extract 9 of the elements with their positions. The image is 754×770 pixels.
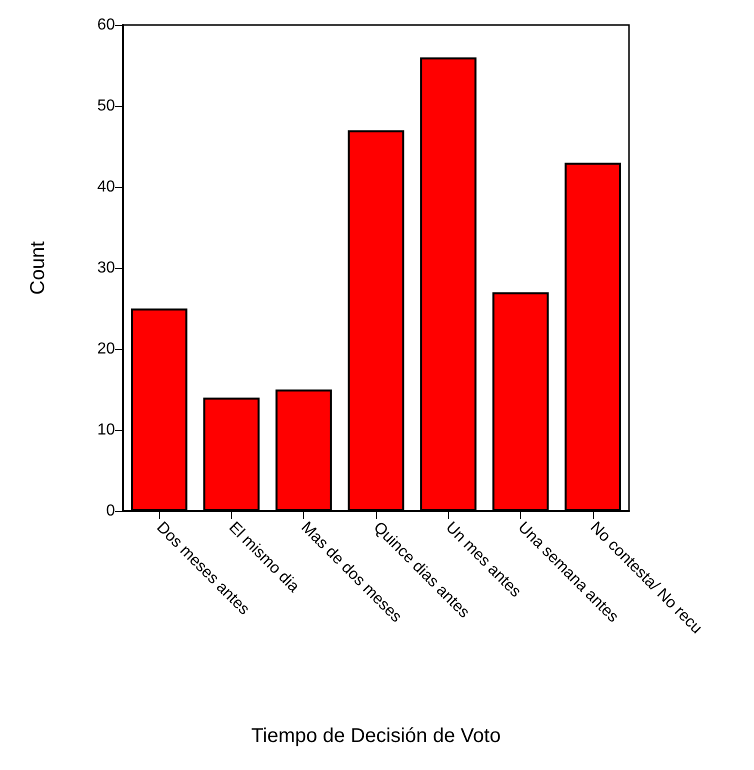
y-axis-title: Count <box>27 240 49 295</box>
y-tick-label: 60 <box>97 16 116 34</box>
y-tick-label: 20 <box>97 340 116 358</box>
y-tick-label: 50 <box>97 98 116 114</box>
x-axis-title: Tiempo de Decisión de Voto <box>251 725 501 747</box>
y-tick-label: 10 <box>97 422 116 438</box>
y-tick-label: 40 <box>97 178 116 196</box>
y-tick-label: 0 <box>106 502 116 520</box>
y-tick-label: 30 <box>97 260 116 276</box>
